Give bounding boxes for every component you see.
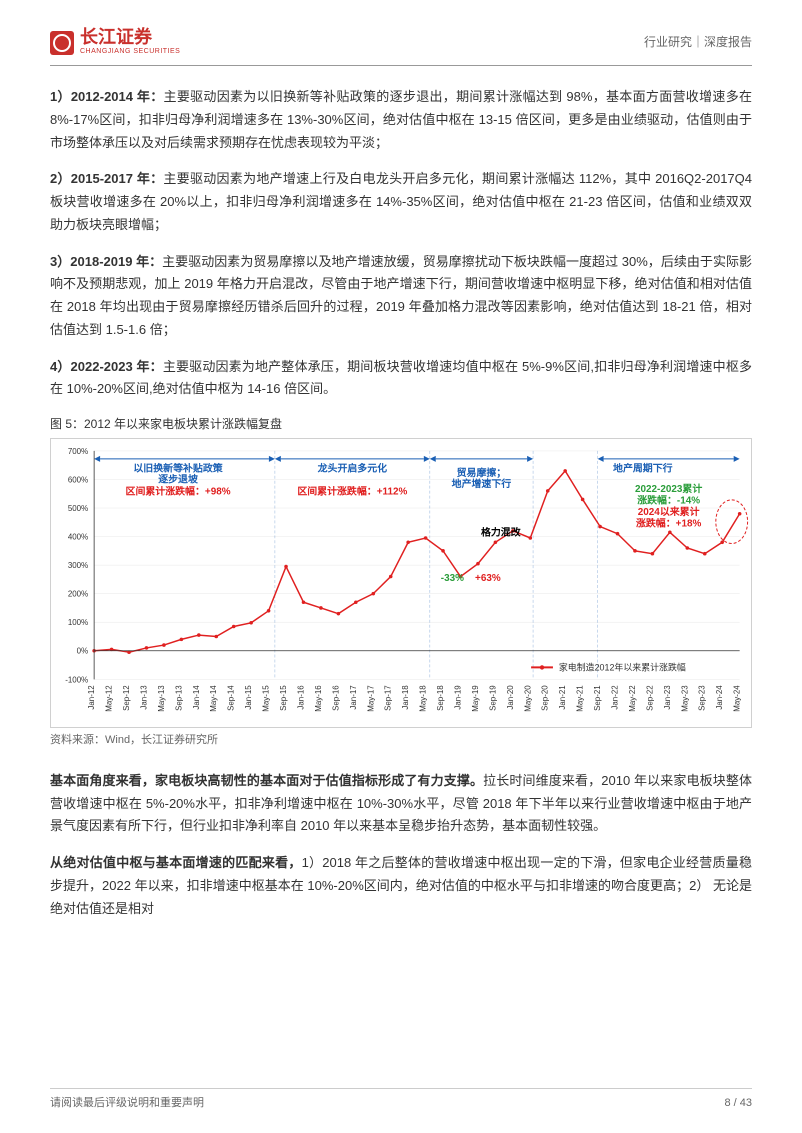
svg-text:贸易摩擦；: 贸易摩擦； <box>457 466 507 479</box>
svg-text:Jan-14: Jan-14 <box>192 685 201 710</box>
svg-text:Jan-22: Jan-22 <box>611 685 620 710</box>
line-chart: -100% 0% 100% 200% 300% 400% 500% 600% 700% Jan-1… <box>50 438 752 728</box>
svg-text:May-23: May-23 <box>680 685 689 712</box>
svg-text:Sep-13: Sep-13 <box>174 685 183 711</box>
svg-text:Sep-12: Sep-12 <box>122 685 131 711</box>
svg-text:May-21: May-21 <box>576 685 585 712</box>
svg-text:May-15: May-15 <box>262 685 271 712</box>
logo-main-text: 长江证券 <box>80 28 180 46</box>
svg-text:龙头开启多元化: 龙头开启多元化 <box>317 462 388 475</box>
svg-text:May-14: May-14 <box>209 685 218 712</box>
svg-text:以旧换新等补贴政策: 以旧换新等补贴政策 <box>133 462 222 475</box>
svg-text:涨跌幅：-14%: 涨跌幅：-14% <box>637 494 700 507</box>
svg-text:+63%: +63% <box>475 573 501 584</box>
svg-text:家电制造2012年以来累计涨跌幅: 家电制造2012年以来累计涨跌幅 <box>559 662 686 673</box>
svg-text:Jan-24: Jan-24 <box>715 685 724 710</box>
svg-text:Sep-14: Sep-14 <box>227 685 236 711</box>
svg-text:May-18: May-18 <box>419 685 428 712</box>
svg-text:May-22: May-22 <box>628 685 637 712</box>
svg-text:Jan-15: Jan-15 <box>244 685 253 710</box>
svg-text:Jan-18: Jan-18 <box>401 685 410 710</box>
paragraph-5: 基本面角度来看，家电板块高韧性的基本面对于估值指标形成了有力支撑。拉长时间维度来… <box>50 770 752 838</box>
p6-lead: 从绝对估值中枢与基本面增速的匹配来看， <box>50 855 302 870</box>
paragraph-6: 从绝对估值中枢与基本面增速的匹配来看，1）2018 年之后整体的营收增速中枢出现… <box>50 852 752 920</box>
svg-text:May-24: May-24 <box>733 685 742 712</box>
page-header: 长江证券 CHANGJIANG SECURITIES 行业研究｜深度报告 <box>0 0 802 65</box>
svg-text:Sep-15: Sep-15 <box>279 685 288 711</box>
main-content: 1）2012-2014 年：主要驱动因素为以旧换新等补贴政策的逐步退出，期间累计… <box>0 86 802 920</box>
svg-text:May-13: May-13 <box>157 685 166 712</box>
p3-lead: 3）2018-2019 年： <box>50 254 162 269</box>
svg-text:2022-2023累计: 2022-2023累计 <box>635 482 702 495</box>
svg-text:Jan-19: Jan-19 <box>454 685 463 710</box>
header-category: 行业研究｜深度报告 <box>644 33 752 52</box>
figure-caption: 图 5：2012 年以来家电板块累计涨跌幅复盘 <box>50 415 752 434</box>
header-divider <box>50 65 752 66</box>
svg-text:Jan-17: Jan-17 <box>349 685 358 710</box>
company-logo-icon <box>50 31 74 55</box>
chart-svg: -100% 0% 100% 200% 300% 400% 500% 600% 700% Jan-1… <box>51 439 751 727</box>
svg-text:0%: 0% <box>77 647 88 656</box>
p4-lead: 4）2022-2023 年： <box>50 359 163 374</box>
svg-text:200%: 200% <box>68 590 88 599</box>
paragraph-3: 3）2018-2019 年：主要驱动因素为贸易摩擦以及地产增速放缓，贸易摩擦扰动… <box>50 251 752 342</box>
logo-group: 长江证券 CHANGJIANG SECURITIES <box>50 28 180 57</box>
svg-text:Jan-13: Jan-13 <box>139 685 148 710</box>
svg-text:2024以来累计: 2024以来累计 <box>638 505 700 518</box>
footer-left: 请阅读最后评级说明和重要声明 <box>50 1095 204 1113</box>
svg-text:Jan-21: Jan-21 <box>558 685 567 710</box>
svg-text:Jan-16: Jan-16 <box>296 685 305 710</box>
svg-text:Sep-19: Sep-19 <box>488 685 497 711</box>
svg-text:-33%: -33% <box>441 573 464 584</box>
paragraph-1: 1）2012-2014 年：主要驱动因素为以旧换新等补贴政策的逐步退出，期间累计… <box>50 86 752 154</box>
svg-text:500%: 500% <box>68 504 88 513</box>
p2-lead: 2）2015-2017 年： <box>50 171 163 186</box>
svg-text:300%: 300% <box>68 561 88 570</box>
svg-text:地产增速下行: 地产增速下行 <box>452 477 512 490</box>
svg-text:Sep-21: Sep-21 <box>593 685 602 711</box>
svg-text:May-12: May-12 <box>105 685 114 712</box>
svg-text:700%: 700% <box>68 447 88 456</box>
svg-text:Sep-20: Sep-20 <box>541 685 550 711</box>
svg-text:Sep-22: Sep-22 <box>645 685 654 711</box>
p5-lead: 基本面角度来看，家电板块高韧性的基本面对于估值指标形成了有力支撑。 <box>50 773 483 788</box>
svg-text:-100%: -100% <box>65 676 88 685</box>
svg-text:Jan-20: Jan-20 <box>506 685 515 710</box>
svg-text:600%: 600% <box>68 476 88 485</box>
logo-sub-text: CHANGJIANG SECURITIES <box>80 46 180 57</box>
svg-text:Jan-23: Jan-23 <box>663 685 672 710</box>
p1-lead: 1）2012-2014 年： <box>50 89 164 104</box>
svg-text:逐步退坡: 逐步退坡 <box>158 473 198 486</box>
svg-text:Sep-17: Sep-17 <box>384 685 393 711</box>
svg-text:100%: 100% <box>68 619 88 628</box>
svg-text:May-20: May-20 <box>523 685 532 712</box>
svg-text:Sep-18: Sep-18 <box>436 685 445 711</box>
page-footer: 请阅读最后评级说明和重要声明 8 / 43 <box>50 1088 752 1113</box>
footer-right: 8 / 43 <box>724 1095 752 1113</box>
figure-source: 资料来源：Wind，长江证券研究所 <box>50 732 752 750</box>
svg-text:400%: 400% <box>68 533 88 542</box>
svg-text:区间累计涨跌幅：+98%: 区间累计涨跌幅：+98% <box>126 485 231 498</box>
svg-text:区间累计涨跌幅：+112%: 区间累计涨跌幅：+112% <box>297 485 407 498</box>
logo-text: 长江证券 CHANGJIANG SECURITIES <box>80 28 180 57</box>
paragraph-4: 4）2022-2023 年：主要驱动因素为地产整体承压，期间板块营收增速均值中枢… <box>50 356 752 402</box>
paragraph-2: 2）2015-2017 年：主要驱动因素为地产增速上行及白电龙头开启多元化，期间… <box>50 168 752 236</box>
svg-text:地产周期下行: 地产周期下行 <box>613 462 673 475</box>
svg-text:Sep-16: Sep-16 <box>331 685 340 711</box>
svg-text:涨跌幅：+18%: 涨跌幅：+18% <box>636 517 702 530</box>
svg-text:Sep-23: Sep-23 <box>698 685 707 711</box>
svg-text:May-16: May-16 <box>314 685 323 712</box>
svg-text:Jan-12: Jan-12 <box>87 685 96 710</box>
svg-text:May-17: May-17 <box>366 685 375 712</box>
svg-text:May-19: May-19 <box>471 685 480 712</box>
svg-text:格力混改: 格力混改 <box>481 526 521 539</box>
